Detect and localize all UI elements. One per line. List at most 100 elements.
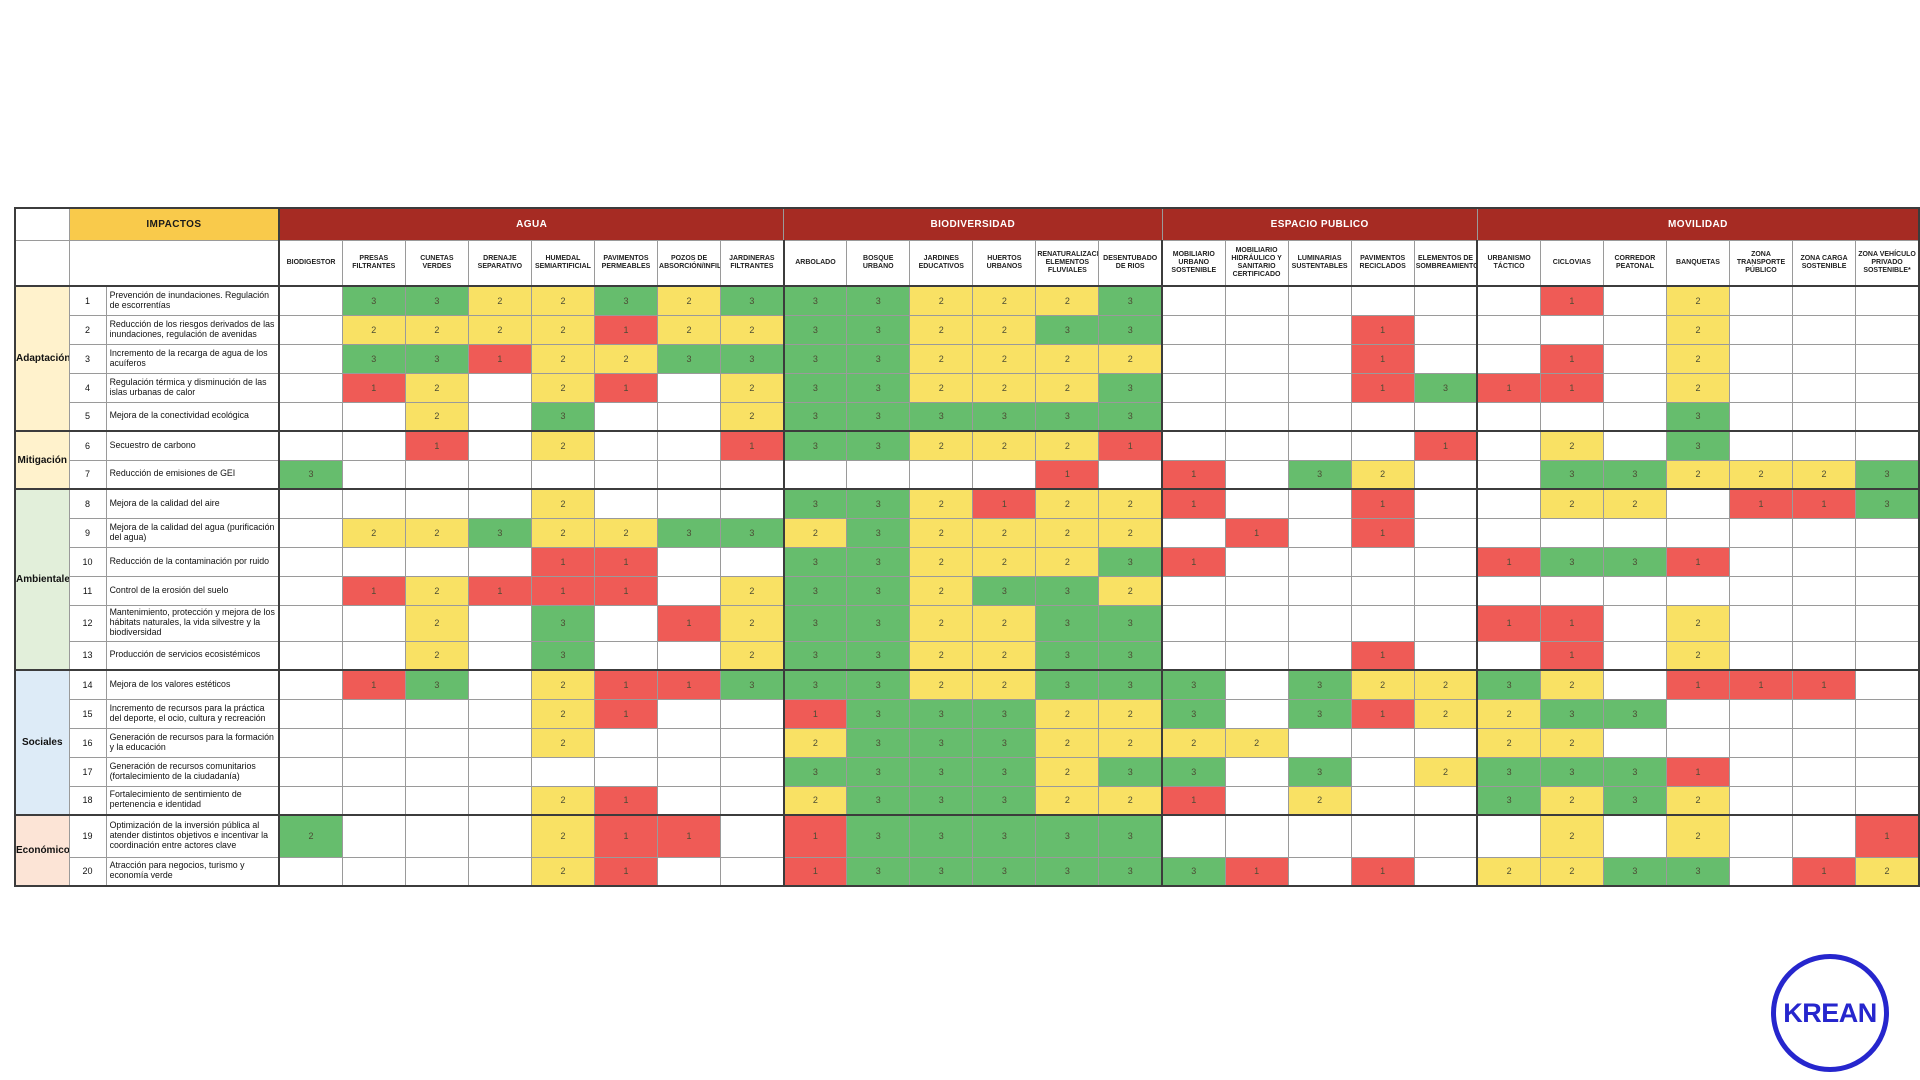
matrix-cell: 2: [530, 669, 595, 700]
matrix-cell: [1792, 430, 1857, 461]
matrix-cell: 3: [782, 604, 848, 642]
matrix-cell: [657, 459, 722, 490]
matrix-cell: [1665, 727, 1730, 758]
matrix-cell: 2: [1728, 459, 1794, 490]
matrix-cell: [1855, 430, 1920, 461]
matrix-cell: [467, 372, 532, 403]
impact-row-label: Generación de recursos para la formación…: [105, 727, 280, 758]
impact-row-label: Producción de servicios ecosistémicos: [105, 640, 280, 671]
matrix-cell: 2: [1035, 430, 1100, 461]
matrix-cell: [1224, 488, 1289, 519]
matrix-cell: [1855, 756, 1920, 787]
column-header: CICLOVIAS: [1539, 240, 1604, 287]
column-header: HUERTOS URBANOS: [972, 240, 1037, 287]
column-header: URBANISMO TÁCTICO: [1476, 240, 1541, 287]
matrix-cell: [657, 785, 722, 816]
matrix-cell: 2: [1035, 727, 1100, 758]
matrix-cell: [1224, 430, 1289, 461]
matrix-cell: 2: [909, 285, 974, 316]
matrix-cell: 2: [530, 488, 595, 519]
matrix-cell: [1476, 401, 1541, 432]
matrix-cell: [1728, 698, 1794, 729]
row-group-label: Mitigación: [14, 430, 70, 490]
column-header: ZONA TRANSPORTE PÚBLICO: [1728, 240, 1794, 287]
column-header: MOBILIARIO HIDRÁULICO Y SANITARIO CERTIF…: [1224, 240, 1289, 287]
impact-row-number: 5: [68, 401, 107, 432]
column-header: JARDINERAS FILTRANTES: [720, 240, 785, 287]
matrix-cell: [530, 459, 595, 490]
matrix-cell: [720, 488, 785, 519]
matrix-cell: [1224, 343, 1289, 374]
matrix-cell: [467, 698, 532, 729]
column-header-row: BIODIGESTOR PRESAS FILTRANTES CUNETAS VERD…: [14, 240, 1920, 287]
matrix-cell: [1413, 785, 1478, 816]
matrix-cell: 2: [720, 604, 785, 642]
matrix-cell: [1098, 459, 1163, 490]
matrix-cell: [1160, 814, 1226, 858]
matrix-cell: [657, 372, 722, 403]
table-row: 16 Generación de recursos para la formaci…: [15, 727, 1920, 758]
matrix-cell: [1602, 575, 1667, 606]
matrix-cell: [1160, 372, 1226, 403]
column-header: PAVIMENTOS PERMEABLES: [593, 240, 659, 287]
matrix-cell: 3: [782, 669, 848, 700]
column-header: BANQUETAS: [1665, 240, 1730, 287]
column-header: LUMINARIAS SUSTENTABLES: [1287, 240, 1352, 287]
matrix-cell: [1792, 546, 1857, 577]
matrix-cell: [720, 785, 785, 816]
matrix-cell: [657, 856, 722, 887]
matrix-cell: [1792, 727, 1857, 758]
matrix-cell: [1350, 727, 1415, 758]
matrix-cell: 2: [1350, 669, 1415, 700]
matrix-cell: [1728, 604, 1794, 642]
matrix-cell: [593, 727, 659, 758]
matrix-cell: 2: [1098, 785, 1163, 816]
matrix-cell: [1792, 372, 1857, 403]
table-row: 4 Regulación térmica y disminución de las…: [15, 372, 1920, 403]
matrix-cell: 3: [530, 401, 595, 432]
matrix-cell: 3: [1287, 669, 1352, 700]
matrix-cell: [1413, 488, 1478, 519]
column-header: BOSQUE URBANO: [846, 240, 911, 287]
matrix-cell: 2: [530, 727, 595, 758]
matrix-cell: [720, 459, 785, 490]
matrix-cell: 1: [467, 575, 532, 606]
matrix-cell: 2: [530, 343, 595, 374]
matrix-cell: 3: [657, 517, 722, 548]
impact-row-label: Incremento de recursos para la práctica …: [105, 698, 280, 729]
matrix-cell: 3: [341, 343, 406, 374]
matrix-cell: 3: [720, 285, 785, 316]
matrix-cell: [1287, 430, 1352, 461]
matrix-cell: [278, 430, 343, 461]
matrix-cell: [657, 575, 722, 606]
matrix-cell: [1728, 575, 1794, 606]
matrix-cell: [657, 756, 722, 787]
matrix-cell: 1: [720, 430, 785, 461]
column-header: ELEMENTOS DE SOMBREAMIENTO: [1413, 240, 1478, 287]
matrix-cell: [1287, 640, 1352, 671]
matrix-cell: [593, 401, 659, 432]
matrix-cell: [657, 698, 722, 729]
matrix-cell: [1792, 575, 1857, 606]
matrix-cell: [467, 430, 532, 461]
matrix-cell: 2: [1413, 756, 1478, 787]
matrix-cell: 2: [909, 314, 974, 345]
matrix-cell: 2: [720, 640, 785, 671]
matrix-cell: 1: [657, 814, 722, 858]
matrix-cell: 3: [846, 727, 911, 758]
table-row: 15 Incremento de recursos para la práctic…: [15, 698, 1920, 729]
matrix-cell: [1287, 343, 1352, 374]
matrix-cell: 2: [782, 785, 848, 816]
matrix-cell: [467, 856, 532, 887]
matrix-cell: 2: [1413, 698, 1478, 729]
header-band-row: IMPACTOS AGUA BIODIVERSIDAD ESPACIO PUBLICO…: [14, 207, 1920, 241]
table-row: Ambientales8Mejora de la calidad del air…: [14, 488, 1920, 671]
matrix-cell: [1287, 727, 1352, 758]
matrix-cell: [1350, 285, 1415, 316]
matrix-cell: [467, 785, 532, 816]
matrix-cell: 3: [720, 517, 785, 548]
matrix-cell: 2: [720, 372, 785, 403]
matrix-cell: 2: [1035, 785, 1100, 816]
matrix-cell: 2: [404, 575, 469, 606]
matrix-cell: 1: [1160, 785, 1226, 816]
